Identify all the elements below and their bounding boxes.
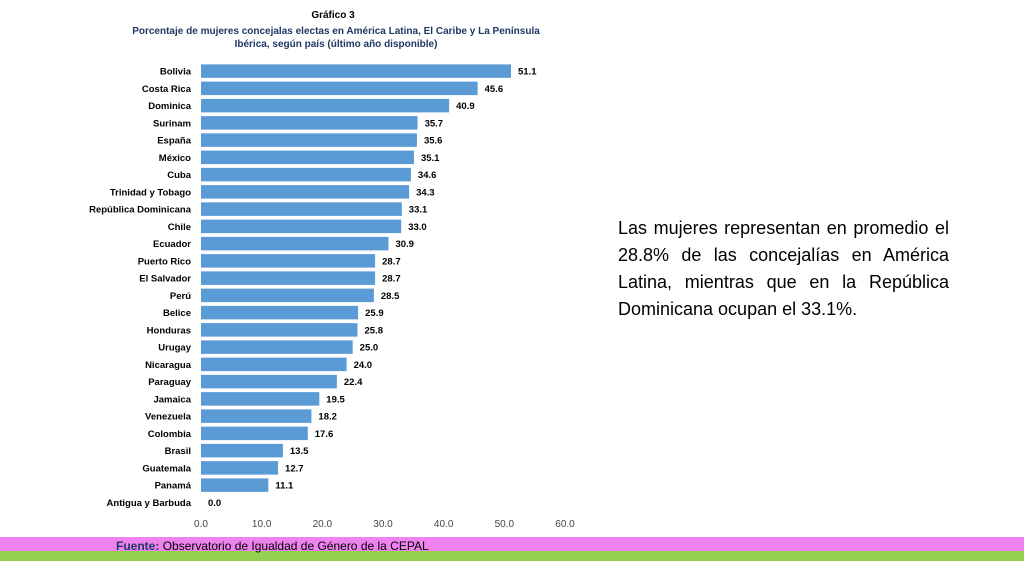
category-label: Costa Rica [142, 84, 192, 95]
x-tick-label: 40.0 [434, 519, 454, 530]
footer-band-green [0, 551, 1024, 561]
value-label: 33.1 [409, 205, 428, 216]
value-label: 35.6 [424, 136, 443, 147]
value-label: 40.9 [456, 101, 475, 112]
chart-title-line-2: Ibérica, según país (último año disponib… [235, 39, 438, 50]
bar [201, 357, 347, 372]
bar [201, 305, 359, 320]
value-label: 28.7 [382, 256, 401, 267]
source-label: Fuente: [116, 539, 160, 553]
bar [201, 409, 312, 423]
footer-band-pink [0, 537, 1024, 551]
category-label: Nicaragua [145, 360, 192, 371]
value-label: 35.1 [421, 153, 440, 164]
x-tick-label: 10.0 [252, 519, 272, 530]
category-label: Ecuador [153, 239, 191, 250]
value-label: 30.9 [395, 239, 414, 250]
bar [201, 271, 376, 285]
chart-title-line-1: Porcentaje de mujeres concejalas electas… [132, 26, 540, 37]
x-tick-label: 20.0 [313, 519, 333, 530]
category-label: Antigua y Barbuda [107, 498, 192, 509]
value-label: 33.0 [408, 222, 427, 233]
value-label: 25.9 [365, 308, 384, 319]
value-label: 19.5 [326, 394, 345, 405]
bar [201, 374, 337, 389]
bar [201, 478, 269, 492]
value-label: 25.8 [365, 325, 384, 336]
x-tick-label: 30.0 [373, 519, 393, 530]
category-label: Puerto Rico [138, 256, 192, 267]
bar [201, 392, 320, 406]
value-label: 28.7 [382, 274, 401, 285]
bar [201, 202, 402, 216]
value-label: 12.7 [285, 463, 304, 474]
category-label: Belice [163, 308, 191, 319]
bar [201, 167, 411, 182]
bar [201, 98, 450, 113]
x-axis: 0.0 10.0 20.0 30.0 40.0 50.0 60.0 [194, 519, 575, 530]
chart-kicker: Gráfico 3 [311, 10, 355, 21]
bar [201, 236, 389, 251]
category-label: Panamá [155, 481, 192, 492]
category-label: Venezuela [145, 412, 192, 423]
source-text: Observatorio de Igualdad de Género de la… [162, 539, 429, 553]
category-label: República Dominicana [89, 205, 192, 216]
value-label: 0.0 [208, 498, 221, 509]
category-label: Dominica [148, 101, 191, 112]
value-label: 51.1 [518, 67, 537, 78]
value-label: 35.7 [425, 118, 444, 129]
bar [201, 219, 402, 234]
value-label: 13.5 [290, 446, 309, 457]
category-label: México [159, 153, 191, 164]
bar [201, 443, 283, 458]
x-tick-label: 50.0 [495, 519, 515, 530]
bar [201, 254, 376, 268]
value-label: 25.0 [360, 343, 379, 354]
value-label: 34.3 [416, 187, 435, 198]
category-label: Perú [170, 291, 191, 302]
category-label: Guatemala [142, 463, 191, 474]
category-label: Colombia [148, 429, 192, 440]
value-label: 11.1 [275, 481, 294, 492]
bar-chart: Gráfico 3 Porcentaje de mujeres concejal… [89, 10, 575, 530]
bar [201, 461, 279, 475]
category-label: Surinam [153, 118, 191, 129]
bars-group: Bolivia 51.1 Costa Rica 45.6 Dominica 40.9 Sur… [89, 64, 537, 509]
x-tick-label: 60.0 [555, 519, 575, 530]
value-label: 18.2 [318, 412, 337, 423]
category-label: España [157, 136, 192, 147]
category-label: El Salvador [139, 274, 191, 285]
x-tick-label: 0.0 [194, 519, 208, 530]
category-label: Trinidad y Tobago [110, 187, 191, 198]
category-label: Urugay [158, 343, 191, 354]
category-label: Honduras [147, 325, 191, 336]
bar [201, 323, 358, 337]
bar [201, 185, 410, 199]
summary-note: Las mujeres representan en promedio el 2… [618, 218, 949, 319]
value-label: 22.4 [344, 377, 363, 388]
category-label: Bolivia [160, 67, 192, 78]
category-label: Brasil [165, 446, 191, 457]
bar [201, 150, 414, 165]
source-note: Fuente: Observatorio de Igualdad de Géne… [116, 539, 429, 553]
value-label: 17.6 [315, 429, 334, 440]
category-label: Jamaica [153, 394, 191, 405]
value-label: 45.6 [485, 84, 504, 95]
bar [201, 426, 308, 441]
bar [201, 288, 374, 303]
bar [201, 116, 418, 130]
bar [201, 133, 417, 147]
category-label: Paraguay [148, 377, 191, 388]
category-label: Cuba [167, 170, 191, 181]
value-label: 28.5 [381, 291, 400, 302]
bar [201, 81, 478, 96]
value-label: 24.0 [354, 360, 373, 371]
value-label: 34.6 [418, 170, 437, 181]
category-label: Chile [168, 222, 191, 233]
bar [201, 64, 512, 78]
bar [201, 340, 353, 354]
